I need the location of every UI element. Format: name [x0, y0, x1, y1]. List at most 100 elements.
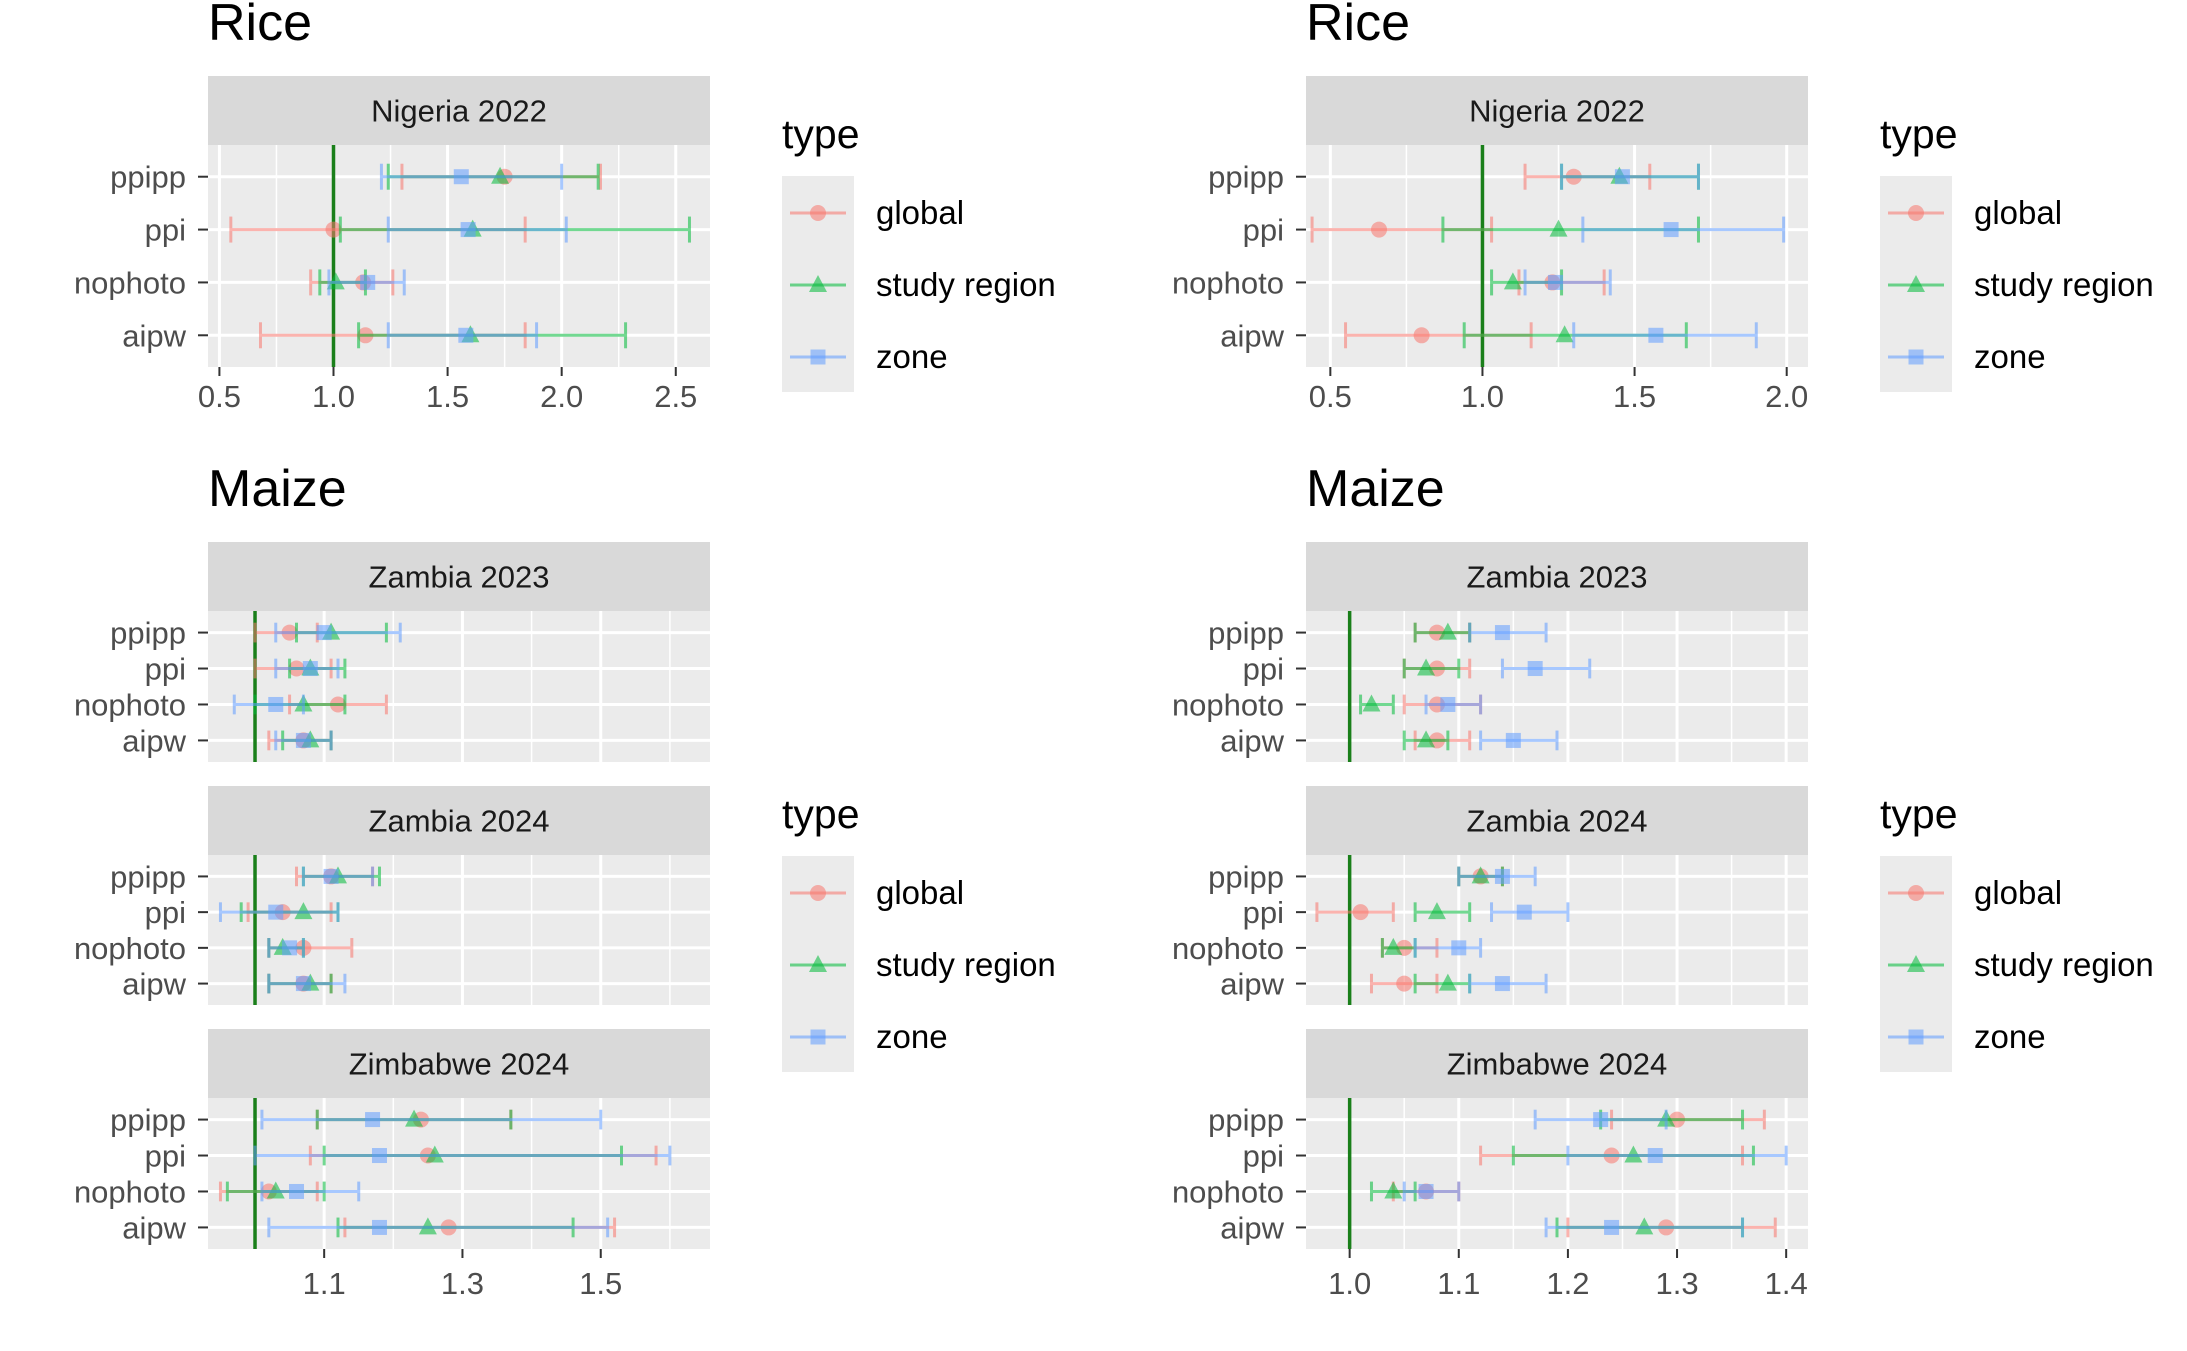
legend-label: zone: [876, 1018, 948, 1055]
x-tick-label: 1.1: [303, 1266, 346, 1301]
point-zone: [1516, 904, 1532, 920]
point-global: [325, 221, 342, 238]
x-tick-label: 0.5: [198, 379, 241, 414]
facet-strip: [1306, 542, 1808, 611]
chart-title: Rice: [1306, 0, 1410, 52]
point-zone: [1604, 1219, 1620, 1235]
point-zone: [453, 169, 469, 185]
facet-strip-label: Zimbabwe 2024: [1447, 1047, 1668, 1082]
point-study-region: [1427, 902, 1446, 920]
legend-key-marker: [810, 349, 826, 365]
errorbar-zone: [260, 1109, 603, 1130]
errorbar-zone: [274, 622, 402, 643]
point-zone: [1593, 1112, 1609, 1128]
point-zone: [1418, 1183, 1434, 1199]
x-tick-label: 1.1: [1437, 1266, 1480, 1301]
y-tick-label: ppi: [145, 652, 186, 687]
x-tick-label: 2.0: [1765, 379, 1808, 414]
y-tick-label: nophoto: [74, 931, 186, 966]
legend-label: study region: [876, 946, 1056, 983]
x-tick-label: 1.5: [579, 1266, 622, 1301]
legend-key-marker: [1907, 955, 1925, 972]
legend-label: global: [876, 194, 964, 231]
legend-key-marker: [810, 205, 826, 221]
point-study-region: [1417, 730, 1436, 748]
errorbar-zone: [1544, 1217, 1745, 1238]
point-zone: [1547, 274, 1563, 290]
legend-label: study region: [1974, 266, 2154, 303]
point-zone: [1494, 868, 1510, 884]
legend-key-marker: [810, 885, 826, 901]
facet-strip-label: Zambia 2023: [1467, 560, 1648, 595]
errorbar-zone: [1413, 938, 1483, 958]
point-study-region: [1362, 694, 1381, 712]
legend-label: global: [1974, 194, 2062, 231]
y-tick-label: ppi: [145, 895, 186, 930]
point-global: [1371, 221, 1388, 238]
point-zone: [1440, 696, 1456, 712]
y-tick-label: aipw: [122, 318, 186, 353]
legend-key-marker: [809, 275, 827, 292]
chart-1: Rice Nigeria 2022 ppipp ppi nophoto aipw 0.5 1.…: [74, 0, 1056, 414]
errorbar-zone: [1572, 322, 1758, 349]
y-tick-label: ppi: [145, 213, 186, 248]
facet-strip: [1306, 76, 1808, 145]
point-study-region: [1555, 325, 1574, 343]
point-zone: [1494, 976, 1510, 992]
y-tick-label: aipw: [1220, 967, 1284, 1002]
legend-label: study region: [1974, 946, 2154, 983]
point-zone: [323, 868, 339, 884]
legend-label: global: [876, 874, 964, 911]
facet-strip-label: Nigeria 2022: [1469, 94, 1645, 129]
panel-background: [208, 1098, 710, 1249]
x-tick-label: 0.5: [1309, 379, 1352, 414]
point-study-region: [1384, 1181, 1403, 1199]
point-study-region: [1384, 937, 1403, 955]
facet-strip: [208, 542, 710, 611]
panel-background: [1306, 855, 1808, 1005]
y-tick-label: ppipp: [110, 160, 186, 195]
point-zone: [295, 732, 311, 748]
point-zone: [1648, 327, 1664, 343]
errorbar-study-region: [1413, 902, 1472, 922]
point-zone: [371, 1148, 387, 1164]
x-tick-label: 1.2: [1546, 1266, 1589, 1301]
chart-title: Rice: [208, 0, 312, 52]
point-global: [1352, 904, 1369, 921]
y-tick-label: nophoto: [1172, 1174, 1284, 1209]
errorbar-zone: [267, 1217, 610, 1238]
legend: type global study region zone: [1880, 791, 2154, 1072]
y-tick-label: ppipp: [1208, 616, 1284, 651]
y-tick-label: ppipp: [110, 859, 186, 894]
y-tick-label: aipw: [122, 723, 186, 758]
chart-title: Maize: [208, 460, 347, 518]
legend-key-marker: [1908, 205, 1924, 221]
point-zone: [360, 274, 376, 290]
y-tick-label: ppi: [1243, 1139, 1284, 1174]
legend-key-marker: [810, 1029, 826, 1045]
y-tick-label: nophoto: [1172, 265, 1284, 300]
facet-panel: Nigeria 2022 ppipp ppi nophoto aipw: [1172, 76, 1808, 367]
x-tick-label: 1.0: [1328, 1266, 1371, 1301]
errorbar-study-region: [1402, 658, 1461, 679]
point-study-region: [1549, 219, 1568, 237]
panel-background: [208, 855, 710, 1005]
facet-strip: [208, 786, 710, 855]
chart-title: Maize: [1306, 460, 1445, 518]
legend-label: study region: [876, 266, 1056, 303]
legend-key-marker: [1907, 275, 1925, 292]
legend-key-marker: [809, 955, 827, 972]
errorbar-study-region: [1359, 694, 1395, 715]
legend-label: zone: [1974, 338, 2046, 375]
errorbar-zone: [1500, 658, 1592, 679]
point-zone: [1527, 661, 1543, 677]
y-tick-label: nophoto: [74, 1174, 186, 1209]
x-tick-label: 2.5: [654, 379, 697, 414]
point-zone: [295, 976, 311, 992]
